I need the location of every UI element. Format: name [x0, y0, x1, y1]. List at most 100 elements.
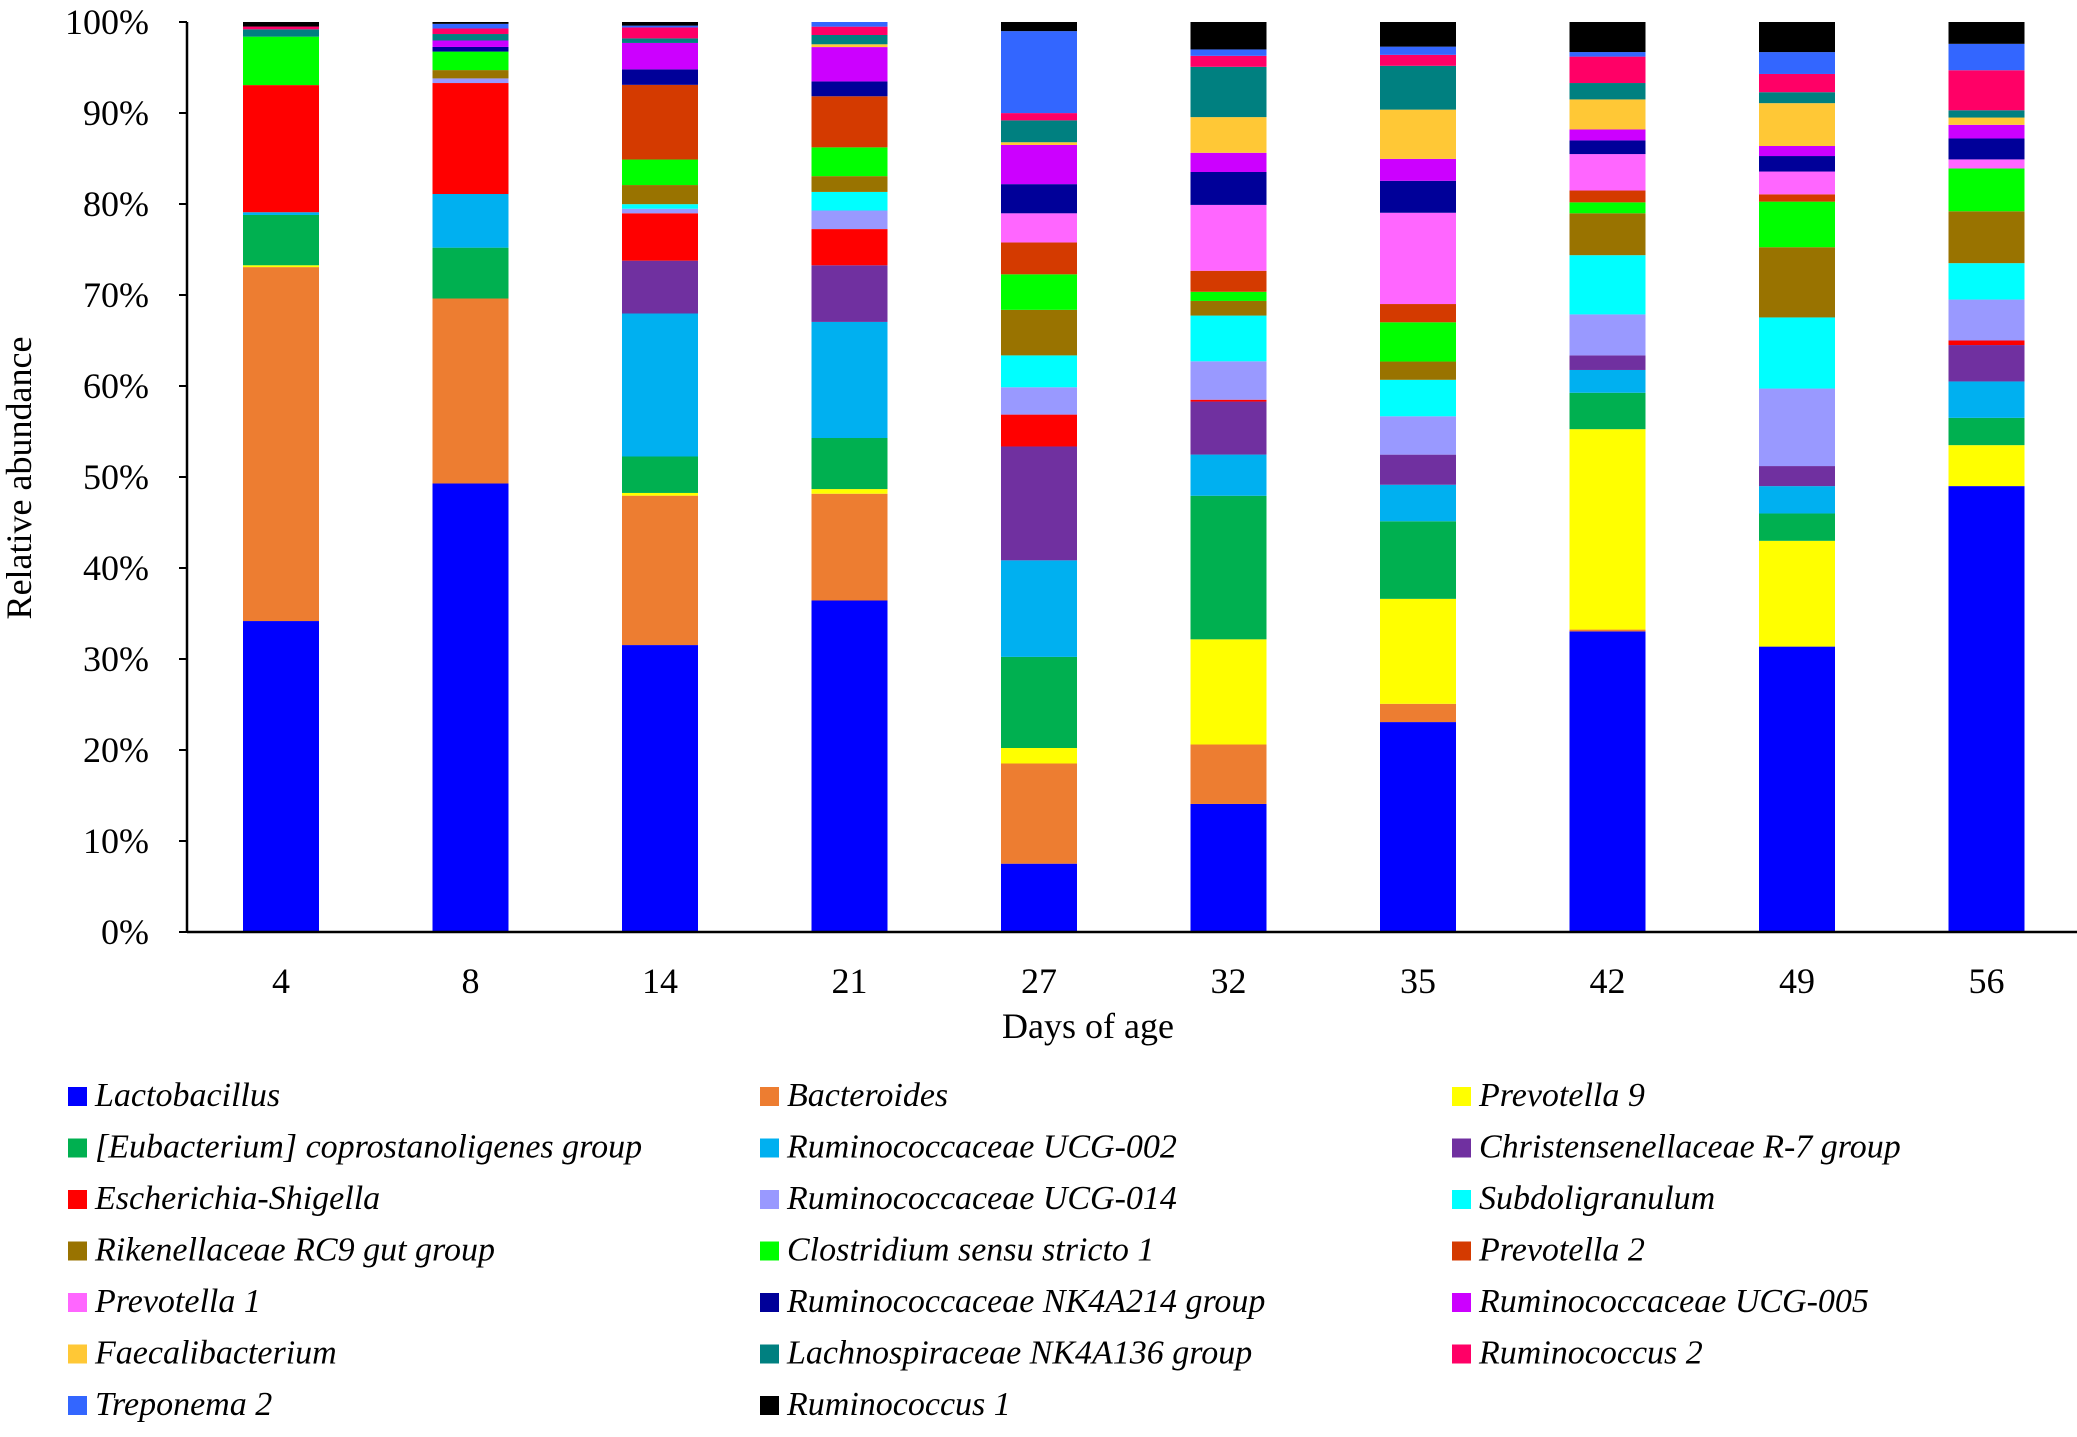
bar-segment: [1759, 73, 1835, 93]
bar-segment: [811, 191, 888, 211]
bar-segment: [1569, 255, 1646, 315]
bar-segment: [1380, 454, 1456, 485]
bar-segment: [622, 42, 698, 70]
bar-segment: [243, 29, 319, 37]
bar-segment: [243, 85, 319, 213]
legend-label: Escherichia-Shigella: [94, 1180, 380, 1217]
bar-segment: [1569, 99, 1646, 130]
bar-segment: [243, 214, 319, 266]
bar-segment: [243, 212, 319, 215]
bar-segment: [1380, 158, 1456, 181]
bar-segment: [811, 22, 888, 27]
bar-segment: [1569, 56, 1646, 84]
bar-segment: [1569, 369, 1646, 393]
bar-segment: [1759, 646, 1835, 932]
legend-label: Ruminococcus 2: [1478, 1335, 1703, 1372]
legend-swatch: [68, 1344, 87, 1364]
bar-segment: [1759, 52, 1835, 74]
bar-segment: [1759, 247, 1835, 318]
bar-segment: [1948, 43, 2025, 71]
bar-segment: [1380, 65, 1456, 110]
bar-segment: [1380, 521, 1456, 599]
legend-label: Bacteroides: [787, 1077, 948, 1114]
bar-segment: [1190, 744, 1267, 804]
bar-segment: [1001, 309, 1077, 356]
bar-segment: [432, 483, 509, 932]
legend-label: Subdoligranulum: [1479, 1180, 1715, 1217]
bar-segment: [432, 194, 509, 248]
bar-segment: [243, 22, 319, 27]
y-tick-label: 20%: [83, 730, 149, 770]
bar-segment: [1759, 22, 1835, 53]
bar-segment: [432, 23, 509, 29]
x-tick-label: 49: [1779, 961, 1815, 1001]
bar-segment: [1380, 703, 1456, 723]
bar-segment: [1001, 142, 1077, 145]
bar-segment: [1948, 110, 2025, 118]
bar-segment: [1759, 466, 1835, 487]
bar-segment: [1001, 22, 1077, 32]
legend: Lactobacillus Bacteroides Prevotella 9 [Eub…: [68, 1077, 1901, 1423]
bar-segment: [1001, 387, 1077, 415]
bar-segment: [1001, 31, 1077, 114]
bar-segment: [243, 267, 319, 622]
x-tick-label: 14: [642, 961, 678, 1001]
legend-label: Ruminococcus 1: [786, 1386, 1011, 1423]
bar-segment: [1380, 484, 1456, 522]
plot-area: 0% 10% 20% 30% 40% 50% 60% 70% 80% 90% 100% 4 8 14 21…: [65, 2, 2077, 1001]
bar-segment: [1001, 355, 1077, 388]
bar-segment: [1948, 486, 2025, 932]
bar-segment: [1569, 213, 1646, 256]
bar-segment: [1190, 454, 1267, 496]
bar-segment: [1759, 201, 1835, 248]
legend-swatch: [68, 1396, 87, 1415]
y-tick-label: 0%: [101, 912, 149, 952]
y-axis-title: Relative abundance: [0, 337, 39, 620]
y-tick-label: 40%: [83, 548, 149, 588]
legend-swatch: [68, 1087, 87, 1106]
bar-segment: [1190, 117, 1267, 153]
bar-segment: [1569, 355, 1646, 370]
bar-segment: [432, 51, 509, 71]
y-tick-label: 50%: [83, 457, 149, 497]
bar-segment: [243, 265, 319, 268]
bar-segment: [1190, 803, 1267, 932]
bar-segment: [1948, 159, 2025, 169]
bar-segment: [1001, 274, 1077, 310]
bar-segment: [432, 298, 509, 484]
bar-segment: [1569, 129, 1646, 141]
bar-segment: [1001, 113, 1077, 121]
bar-segment: [1948, 263, 2025, 300]
bar-segment: [622, 25, 698, 28]
y-tick-label: 80%: [83, 184, 149, 224]
bar-segment: [811, 81, 888, 97]
bar-segment: [811, 35, 888, 45]
legend-label: Ruminococcaceae UCG-002: [786, 1129, 1177, 1166]
y-axis-ticks: 0% 10% 20% 30% 40% 50% 60% 70% 80% 90% 100%: [65, 2, 187, 952]
x-axis-title: Days of age: [1002, 1006, 1174, 1046]
bar-segment: [1569, 631, 1646, 932]
bar-segment: [622, 27, 698, 39]
bar-segment: [622, 22, 698, 26]
bar-segment: [1759, 146, 1835, 157]
x-tick-label: 32: [1211, 961, 1247, 1001]
legend-swatch: [68, 1190, 87, 1209]
bar-segment: [811, 176, 888, 192]
y-tick-label: 30%: [83, 639, 149, 679]
x-tick-label: 4: [272, 961, 290, 1001]
legend-label: Christensenellaceae R-7 group: [1479, 1129, 1901, 1166]
bar-segment: [622, 213, 698, 261]
bar-segment: [1190, 152, 1267, 172]
bar-segment: [1759, 388, 1835, 467]
bar-segment: [811, 147, 888, 177]
bar-segment: [1380, 180, 1456, 213]
bar-segment: [1759, 194, 1835, 202]
bar-segment: [432, 40, 509, 47]
legend-swatch: [1452, 1190, 1471, 1209]
bar-segment: [432, 70, 509, 79]
bar-segment: [243, 36, 319, 86]
bar-segment: [1190, 315, 1267, 362]
bar-segment: [811, 210, 888, 230]
bar-segment: [1380, 379, 1456, 417]
bar-segment: [1380, 212, 1456, 305]
